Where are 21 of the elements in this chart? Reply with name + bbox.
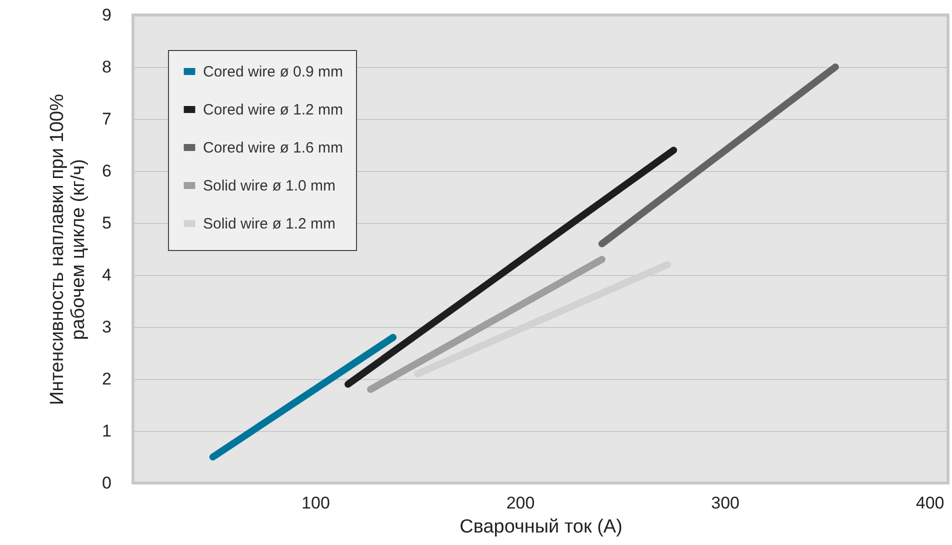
legend-label: Solid wire ø 1.2 mm: [203, 216, 336, 232]
y-tick-label: 5: [102, 214, 112, 232]
x-axis-title: Сварочный ток (А): [460, 516, 622, 538]
y-tick-label: 2: [102, 370, 112, 388]
y-tick-label: 4: [102, 266, 112, 284]
legend-label: Cored wire ø 1.6 mm: [203, 140, 344, 156]
y-tick-label: 9: [102, 6, 112, 24]
legend-label: Cored wire ø 1.2 mm: [203, 102, 344, 118]
y-axis-title: Интенсивность наплавки при 100% рабочем цикле (кг/ч): [47, 94, 90, 405]
legend-label: Cored wire ø 0.9 mm: [203, 64, 344, 80]
y-tick-label: 8: [102, 58, 112, 76]
y-tick-label: 0: [102, 474, 112, 492]
y-tick-label: 1: [102, 422, 112, 440]
x-tick-label: 100: [302, 494, 330, 512]
y-tick-label: 7: [102, 110, 112, 128]
y-tick-label: 6: [102, 162, 112, 180]
x-tick-label: 400: [916, 494, 944, 512]
x-tick-label: 200: [506, 494, 535, 512]
y-tick-label: 3: [102, 318, 112, 336]
x-tick-label: 300: [711, 494, 740, 512]
legend-label: Solid wire ø 1.0 mm: [203, 178, 336, 194]
